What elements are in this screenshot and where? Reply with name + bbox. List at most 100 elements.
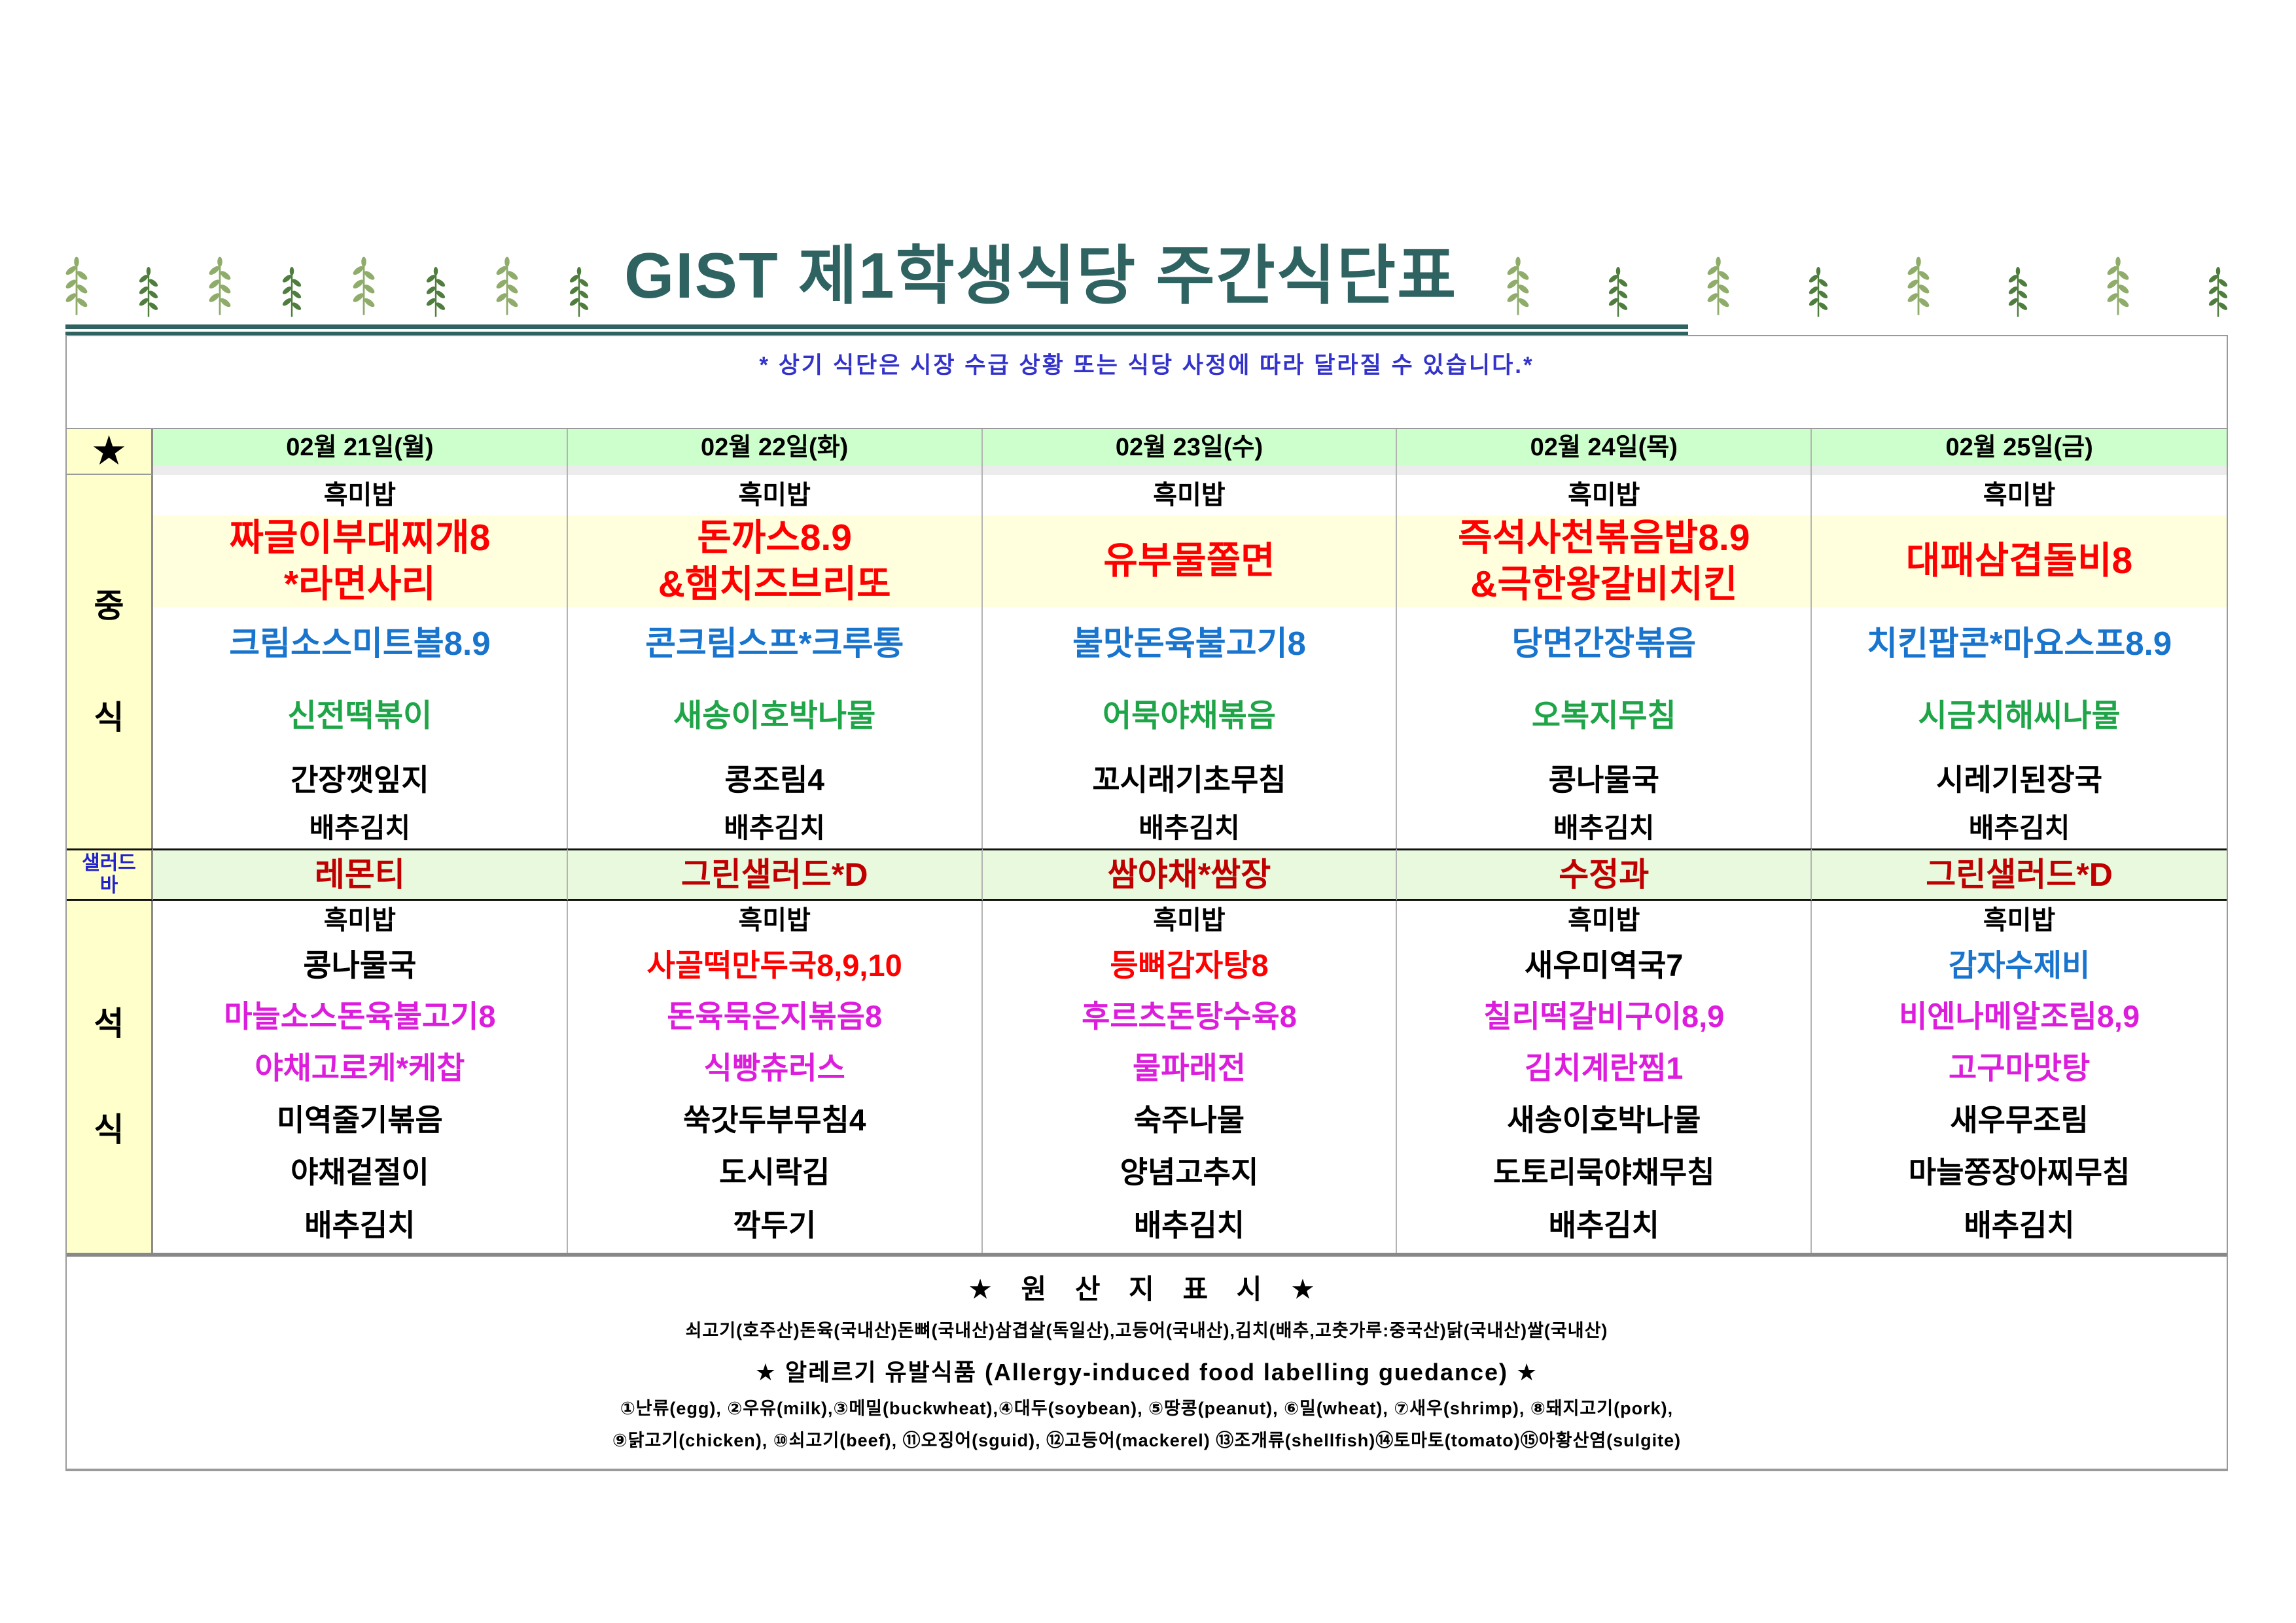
lunch-item-green: 시금치해씨나물 xyxy=(1918,699,2121,734)
dinner-kimchi: 배추김치 xyxy=(1964,1208,2075,1243)
leaf-icon xyxy=(2009,267,2028,317)
dinner-main-2: 물파래전 xyxy=(983,1042,1398,1094)
dinner-side-1: 새우무조림 xyxy=(1950,1103,2089,1138)
lunch-item-green: 신전떡볶이 xyxy=(153,680,568,752)
lunch-main-dish: 유부물쫄면 xyxy=(982,515,1398,607)
dinner-side-1: 쑥갓두부무침4 xyxy=(568,1094,983,1147)
dinner-kimchi: 깍두기 xyxy=(568,1199,983,1253)
title-band: GIST 제1학생식당 주간식단표 xyxy=(65,222,2228,335)
leaf-icon xyxy=(283,267,302,317)
salad-bar-item: 그린샐러드*D xyxy=(567,848,983,901)
lunch-rice: 흑미밥 xyxy=(568,475,983,515)
allergy-line-2: ⑨닭고기(chicken), ⑩쇠고기(beef), ⑪오징어(sguid), … xyxy=(612,1431,1682,1450)
leaf-icon xyxy=(2107,256,2129,315)
row-label-lunch: 중 식 xyxy=(67,475,153,848)
title-underline xyxy=(65,324,1688,335)
header-separator xyxy=(1397,466,1812,475)
leaf-icon xyxy=(65,256,88,315)
lunch-item-green: 새송이호박나물 xyxy=(568,680,983,752)
lunch-side: 콩나물국 xyxy=(1397,752,1812,808)
lunch-item-blue: 콘크림스프*크루통 xyxy=(568,607,983,680)
notice-text: * 상기 식단은 시장 수급 상황 또는 식당 사정에 따라 달라질 수 있습니… xyxy=(759,353,1534,378)
dinner-side-1: 새송이호박나물 xyxy=(1397,1094,1812,1147)
dinner-soup: 등뼈감자탕8 xyxy=(983,940,1398,991)
dinner-rice: 흑미밥 xyxy=(983,901,1398,940)
leaf-decoration-group-right xyxy=(1507,255,2228,321)
leaf-icon xyxy=(1608,267,1628,317)
salad-bar-item: 수정과 xyxy=(1397,848,1812,901)
leaf-icon xyxy=(353,256,375,315)
lunch-kimchi: 배추김치 xyxy=(1968,812,2070,844)
lunch-main-dish: 대패삼겹돌비8 xyxy=(1812,515,2227,607)
row-label-dinner: 석 식 xyxy=(67,901,153,1253)
lunch-rice: 흑미밥 xyxy=(1397,475,1812,515)
dinner-kimchi: 배추김치 xyxy=(153,1199,568,1253)
dinner-main-1: 비엔나메알조림8,9 xyxy=(1899,998,2140,1034)
dinner-main-2: 고구마맛탕 xyxy=(1948,1050,2091,1085)
corner-star: ★ xyxy=(67,429,153,475)
leaf-icon xyxy=(1809,267,1828,317)
date-header-wed: 02월 23일(수) xyxy=(982,429,1398,466)
lunch-main-dish: 돈까스8.9 &햄치즈브리또 xyxy=(567,515,983,607)
salad-bar-item: 쌈야채*쌈장 xyxy=(982,848,1398,901)
lunch-side: 시레기된장국 xyxy=(1936,762,2103,797)
dinner-side-2: 도시락김 xyxy=(568,1147,983,1199)
dinner-soup: 사골떡만두국8,9,10 xyxy=(568,940,983,991)
dinner-soup: 새우미역국7 xyxy=(1397,940,1812,991)
leaf-icon xyxy=(569,267,589,317)
dinner-main-2: 김치계란찜1 xyxy=(1397,1042,1812,1094)
dinner-main-2: 식빵츄러스 xyxy=(568,1042,983,1094)
lunch-item-green: 오복지무침 xyxy=(1397,680,1812,752)
leaf-icon xyxy=(1707,256,1729,315)
leaf-icon xyxy=(426,267,445,317)
header-separator xyxy=(1812,466,2227,475)
lunch-kimchi: 배추김치 xyxy=(153,808,568,848)
dinner-side-2: 마늘쫑장아찌무침 xyxy=(1908,1155,2130,1190)
lunch-side: 콩조림4 xyxy=(568,752,983,808)
row-label-salad-bar: 샐러드 바 xyxy=(67,848,153,901)
lunch-main-dish: 짜글이부대찌개8 *라면사리 xyxy=(153,515,568,607)
dinner-rice: 흑미밥 xyxy=(1397,901,1812,940)
lunch-kimchi: 배추김치 xyxy=(568,808,983,848)
dinner-side-2: 야채겉절이 xyxy=(153,1147,568,1199)
leaf-icon xyxy=(209,256,231,315)
dinner-rice: 흑미밥 xyxy=(153,901,568,940)
lunch-item-blue: 크림소스미트볼8.9 xyxy=(153,607,568,680)
lunch-item-blue: 치킨팝콘*마요스프8.9 xyxy=(1867,625,2172,663)
page-title: GIST 제1학생식당 주간식단표 xyxy=(624,239,1458,311)
leaf-icon xyxy=(139,267,158,317)
leaf-icon xyxy=(1507,256,1529,315)
lunch-side: 꼬시래기초무침 xyxy=(983,752,1398,808)
lunch-rice: 흑미밥 xyxy=(1983,480,2056,510)
lunch-kimchi: 배추김치 xyxy=(1397,808,1812,848)
dinner-side-2: 양념고추지 xyxy=(983,1147,1398,1199)
date-header-fri: 02월 25일(금) xyxy=(1812,429,2227,466)
dinner-side-1: 미역줄기볶음 xyxy=(153,1094,568,1147)
lunch-rice: 흑미밥 xyxy=(983,475,1398,515)
allergy-title: ★ 알레르기 유발식품 (Allergy-induced food labell… xyxy=(754,1359,1539,1386)
origin-title: ★ 원 산 지 표 시 ★ xyxy=(968,1274,1326,1304)
salad-bar-item: 레몬티 xyxy=(153,848,568,901)
date-header-tue: 02월 22일(화) xyxy=(567,429,983,466)
lunch-kimchi: 배추김치 xyxy=(983,808,1398,848)
salad-bar-item: 그린샐러드*D xyxy=(1812,848,2227,901)
leaf-icon xyxy=(1907,256,1929,315)
dinner-main-1: 돈육묵은지볶음8 xyxy=(568,991,983,1042)
lunch-rice: 흑미밥 xyxy=(153,475,568,515)
lunch-item-blue: 불맛돈육불고기8 xyxy=(983,607,1398,680)
allergy-line-1: ①난류(egg), ②우유(milk),③메밀(buckwheat),④대두(s… xyxy=(620,1399,1674,1418)
menu-sheet: * 상기 식단은 시장 수급 상황 또는 식당 사정에 따라 달라질 수 있습니… xyxy=(65,335,2228,1471)
dinner-rice: 흑미밥 xyxy=(1983,905,2056,935)
origin-text: 쇠고기(호주산)돈육(국내산)돈뼈(국내산)삼겹살(독일산),고등어(국내산),… xyxy=(685,1321,1608,1340)
header-separator xyxy=(982,466,1398,475)
header-separator xyxy=(567,466,983,475)
dinner-main-1: 후르츠돈탕수육8 xyxy=(983,991,1398,1042)
dinner-main-1: 마늘소스돈육불고기8 xyxy=(153,991,568,1042)
dinner-soup: 콩나물국 xyxy=(153,940,568,991)
dinner-main-1: 칠리떡갈비구이8,9 xyxy=(1397,991,1812,1042)
dinner-rice: 흑미밥 xyxy=(568,901,983,940)
lunch-main-dish: 즉석사천볶음밥8.9 &극한왕갈비치킨 xyxy=(1397,515,1812,607)
dinner-side-1: 숙주나물 xyxy=(983,1094,1398,1147)
dinner-kimchi: 배추김치 xyxy=(1397,1199,1812,1253)
header-separator xyxy=(153,466,568,475)
